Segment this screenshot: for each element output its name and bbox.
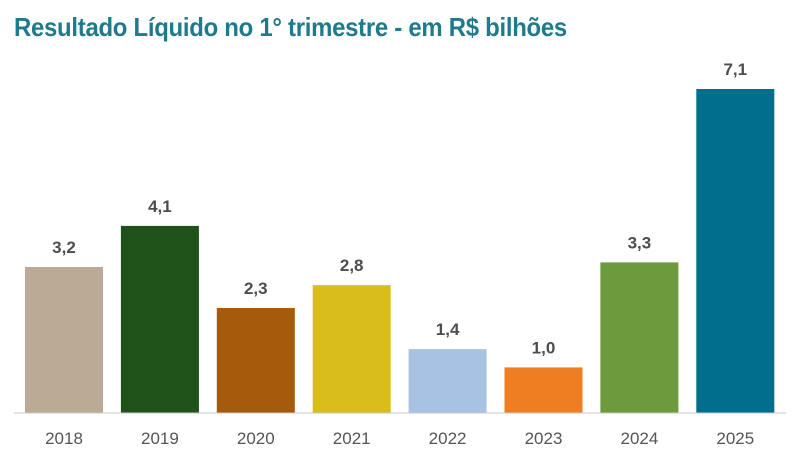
bar-2023 <box>504 367 583 413</box>
bar-2018 <box>25 267 103 413</box>
bar-2021 <box>312 285 391 413</box>
value-label-2024: 3,3 <box>628 233 652 252</box>
value-label-2018: 3,2 <box>52 238 76 257</box>
x-tick-label-2022: 2022 <box>429 429 467 448</box>
bar-2024 <box>600 262 679 413</box>
value-labels-group: 3,2 4,1 2,3 2,8 1,4 1,0 3,3 7,1 <box>52 60 747 357</box>
value-label-2020: 2,3 <box>244 279 268 298</box>
value-label-2021: 2,8 <box>340 256 364 275</box>
chart-title: Resultado Líquido no 1° trimestre - em R… <box>14 12 567 42</box>
value-label-2023: 1,0 <box>532 338 556 357</box>
x-tick-label-2018: 2018 <box>45 429 83 448</box>
bar-2022 <box>408 349 487 413</box>
bars-group <box>25 89 775 413</box>
x-tick-label-2020: 2020 <box>237 429 275 448</box>
x-tick-label-2019: 2019 <box>141 429 179 448</box>
value-label-2025: 7,1 <box>723 60 747 79</box>
bar-2019 <box>120 225 199 413</box>
bar-2020 <box>216 308 295 413</box>
x-tick-label-2023: 2023 <box>525 429 563 448</box>
x-tick-labels-group: 2018 2019 2020 2021 2022 2023 2024 2025 <box>45 429 754 448</box>
x-tick-label-2024: 2024 <box>620 429 658 448</box>
value-label-2022: 1,4 <box>436 320 460 339</box>
x-tick-label-2025: 2025 <box>716 429 754 448</box>
x-tick-label-2021: 2021 <box>333 429 371 448</box>
bar-2025 <box>696 89 775 413</box>
value-label-2019: 4,1 <box>148 197 172 216</box>
